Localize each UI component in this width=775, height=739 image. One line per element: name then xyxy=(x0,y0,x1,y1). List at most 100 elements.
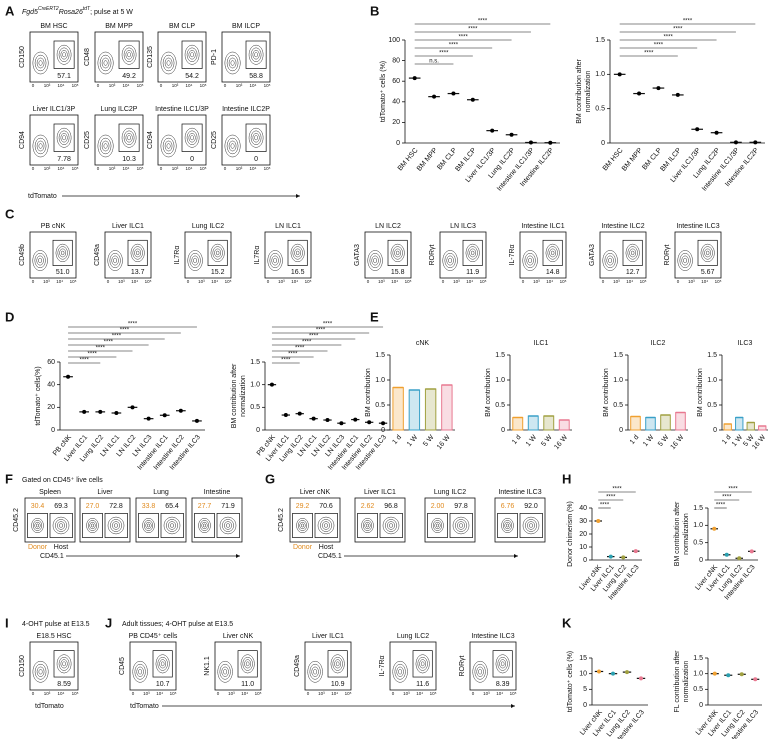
mean-dot xyxy=(675,92,680,97)
y-tick-label: 0.5 xyxy=(250,404,260,411)
contour xyxy=(415,654,430,674)
contour xyxy=(121,44,137,65)
bar xyxy=(723,423,732,431)
contour xyxy=(163,516,181,535)
contour xyxy=(250,47,262,62)
flow-tick-label: 10⁵ xyxy=(72,166,79,171)
bar xyxy=(408,389,421,431)
flow-title: Spleen xyxy=(39,489,61,496)
x-label: tdTomato xyxy=(35,703,64,710)
gate-percent: 57.1 xyxy=(57,73,71,80)
contour xyxy=(38,60,43,66)
contour xyxy=(56,654,72,674)
flow-title: LN ILC1 xyxy=(275,223,301,230)
sig-label: **** xyxy=(96,346,106,352)
contour xyxy=(248,44,264,65)
flow-tick-label: 0 xyxy=(224,83,227,88)
contour xyxy=(107,516,125,535)
y-tick-label: 0.5 xyxy=(707,402,717,409)
contour xyxy=(608,258,612,263)
contour xyxy=(36,140,45,152)
contour xyxy=(130,243,145,263)
mean-dot xyxy=(739,672,744,677)
flow-title: Liver ILC1 xyxy=(112,223,144,230)
contour xyxy=(219,516,237,535)
flow-tick-label: 10⁴ xyxy=(466,279,473,284)
contour xyxy=(60,659,68,669)
contour xyxy=(191,255,199,266)
contour xyxy=(112,521,120,530)
contour xyxy=(505,523,510,528)
mean-dot xyxy=(339,421,344,426)
contour xyxy=(99,137,112,155)
y-tick-label: 0 xyxy=(583,557,587,564)
contour xyxy=(545,243,560,263)
contour xyxy=(38,669,43,675)
contour xyxy=(165,519,179,532)
contour xyxy=(31,517,44,534)
flow-title: Intestine ILC3 xyxy=(471,633,514,640)
contour xyxy=(109,519,123,532)
contour xyxy=(629,248,637,258)
mean-dot xyxy=(311,416,316,421)
contour xyxy=(54,519,68,532)
flow-title: LN ILC2 xyxy=(375,223,401,230)
sig-label: **** xyxy=(722,495,732,501)
sig-label: **** xyxy=(309,334,319,340)
contour xyxy=(432,520,443,531)
contour xyxy=(446,255,454,266)
flow-tick-label: 10⁴ xyxy=(58,83,65,88)
flow-title: Liver ILC1 xyxy=(312,633,344,640)
contour xyxy=(330,654,345,674)
x-label: CD45.1 xyxy=(40,553,64,560)
sig-label: **** xyxy=(439,51,449,57)
flow-tick-label: 10³ xyxy=(613,279,620,284)
contour xyxy=(252,50,260,60)
flow-title: Liver ILC1 xyxy=(364,489,396,496)
flow-y-label: CD45.2 xyxy=(278,508,285,532)
contour xyxy=(36,255,44,266)
contour xyxy=(522,516,540,535)
flow-y-label: GATA3 xyxy=(354,244,361,266)
flow-tick-label: 10³ xyxy=(44,166,51,171)
host-label: Host xyxy=(319,544,333,551)
mean-dot xyxy=(66,374,71,379)
contour xyxy=(457,521,465,530)
y-tick-label: 60 xyxy=(392,78,400,85)
contour xyxy=(58,47,70,62)
x-tick-label: 16 W xyxy=(751,434,767,451)
contour xyxy=(245,661,250,667)
contour xyxy=(166,143,171,149)
sig-label: **** xyxy=(112,334,122,340)
gate-donor xyxy=(427,513,448,538)
contour xyxy=(369,252,381,269)
host-percent: 69.3 xyxy=(54,503,68,510)
contour xyxy=(160,134,177,158)
contour xyxy=(58,656,70,671)
y-axis-label: BM contribution xyxy=(697,368,704,417)
y-tick-label: 0 xyxy=(396,140,400,147)
arrow-head xyxy=(236,554,240,558)
mean-dot xyxy=(724,552,729,557)
host-label: Host xyxy=(54,544,68,551)
contour xyxy=(332,656,343,671)
gate-percent: 10.3 xyxy=(122,156,136,163)
contour xyxy=(299,521,306,530)
contour xyxy=(32,250,48,271)
contour xyxy=(199,520,210,531)
flow-tick-label: 10⁴ xyxy=(123,83,130,88)
mean-dot xyxy=(617,72,622,77)
gate xyxy=(127,239,148,266)
flow-y-label: CD49b xyxy=(19,244,26,266)
x-tick-label: 1 d xyxy=(721,434,733,446)
y-tick-label: 1.0 xyxy=(495,377,505,384)
gate-percent: 8.39 xyxy=(496,681,510,688)
gate-percent: 12.7 xyxy=(626,269,640,276)
mean-dot xyxy=(712,671,717,676)
contour xyxy=(271,255,279,266)
contour xyxy=(392,246,403,260)
panel-letter: C xyxy=(5,206,15,221)
header-part: CreERT2 xyxy=(38,6,59,12)
gate xyxy=(245,123,267,152)
